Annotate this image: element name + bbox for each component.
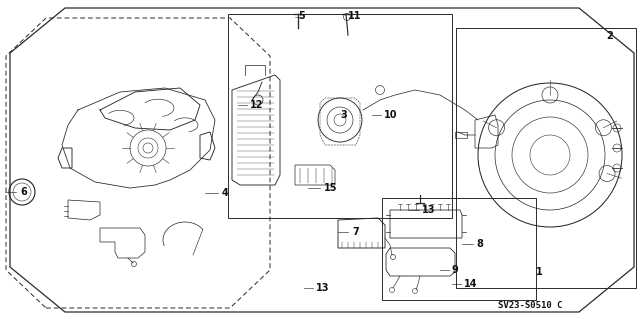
Text: 2: 2 [606, 31, 612, 41]
Text: 10: 10 [384, 110, 397, 120]
Text: 1: 1 [536, 267, 543, 277]
Text: 7: 7 [352, 227, 359, 237]
Bar [228, 14, 452, 218]
Text: 12: 12 [250, 100, 264, 110]
Text: 11: 11 [348, 11, 362, 21]
Text: 15: 15 [324, 183, 337, 193]
Text: 3: 3 [340, 110, 347, 120]
Bar [456, 28, 636, 288]
Text: 6: 6 [20, 187, 27, 197]
Text: 8: 8 [476, 239, 483, 249]
Text: 13: 13 [422, 205, 435, 215]
Text: 13: 13 [316, 283, 330, 293]
Text: 14: 14 [464, 279, 477, 289]
Text: 4: 4 [222, 188, 228, 198]
Bar [455, 132, 467, 138]
Text: 9: 9 [452, 265, 459, 275]
Text: 5: 5 [298, 11, 305, 21]
Text: SV23-S0510 C: SV23-S0510 C [498, 300, 563, 309]
Bar [382, 198, 536, 300]
